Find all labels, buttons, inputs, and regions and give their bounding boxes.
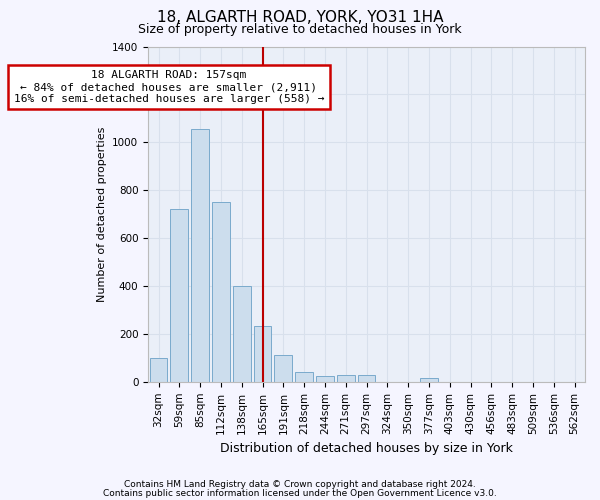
Bar xyxy=(274,356,292,382)
X-axis label: Distribution of detached houses by size in York: Distribution of detached houses by size … xyxy=(220,442,513,455)
Y-axis label: Number of detached properties: Number of detached properties xyxy=(97,126,107,302)
Bar xyxy=(420,378,438,382)
Bar xyxy=(358,375,376,382)
Bar xyxy=(254,326,271,382)
Bar xyxy=(191,129,209,382)
Text: Contains HM Land Registry data © Crown copyright and database right 2024.: Contains HM Land Registry data © Crown c… xyxy=(124,480,476,489)
Bar xyxy=(170,210,188,382)
Text: 18 ALGARTH ROAD: 157sqm
← 84% of detached houses are smaller (2,911)
16% of semi: 18 ALGARTH ROAD: 157sqm ← 84% of detache… xyxy=(14,70,324,104)
Bar xyxy=(149,358,167,382)
Bar xyxy=(316,376,334,382)
Bar xyxy=(212,202,230,382)
Bar xyxy=(337,375,355,382)
Text: 18, ALGARTH ROAD, YORK, YO31 1HA: 18, ALGARTH ROAD, YORK, YO31 1HA xyxy=(157,10,443,25)
Bar xyxy=(295,372,313,382)
Text: Size of property relative to detached houses in York: Size of property relative to detached ho… xyxy=(138,22,462,36)
Bar xyxy=(233,286,251,382)
Text: Contains public sector information licensed under the Open Government Licence v3: Contains public sector information licen… xyxy=(103,488,497,498)
